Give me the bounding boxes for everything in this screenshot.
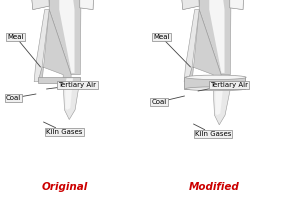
Text: Coal: Coal: [152, 96, 184, 105]
Polygon shape: [182, 0, 199, 10]
Polygon shape: [63, 77, 80, 120]
Text: Kiln Gases: Kiln Gases: [194, 124, 231, 137]
Ellipse shape: [185, 87, 246, 91]
Polygon shape: [38, 10, 71, 82]
Text: Meal: Meal: [153, 34, 190, 67]
Text: Original: Original: [41, 182, 88, 192]
Text: Tertiary Air: Tertiary Air: [198, 82, 248, 91]
Polygon shape: [49, 0, 81, 75]
Text: Tertiary Air: Tertiary Air: [46, 82, 97, 89]
Polygon shape: [80, 0, 94, 10]
Polygon shape: [230, 0, 244, 10]
Polygon shape: [65, 78, 73, 110]
Text: Meal: Meal: [8, 34, 41, 67]
Polygon shape: [230, 0, 244, 10]
Ellipse shape: [185, 75, 246, 80]
Text: Kiln Gases: Kiln Gases: [44, 122, 83, 135]
Text: Modified: Modified: [189, 182, 240, 192]
Polygon shape: [32, 0, 49, 10]
Polygon shape: [184, 77, 245, 89]
Polygon shape: [184, 10, 199, 82]
Polygon shape: [38, 77, 80, 83]
Text: Coal: Coal: [6, 94, 36, 101]
Polygon shape: [34, 10, 49, 82]
Polygon shape: [199, 0, 231, 75]
Polygon shape: [209, 0, 224, 73]
Polygon shape: [213, 89, 230, 125]
Polygon shape: [215, 89, 223, 115]
Polygon shape: [32, 0, 49, 10]
Polygon shape: [80, 0, 94, 10]
Polygon shape: [59, 0, 74, 73]
Polygon shape: [182, 0, 199, 10]
Polygon shape: [188, 10, 221, 82]
